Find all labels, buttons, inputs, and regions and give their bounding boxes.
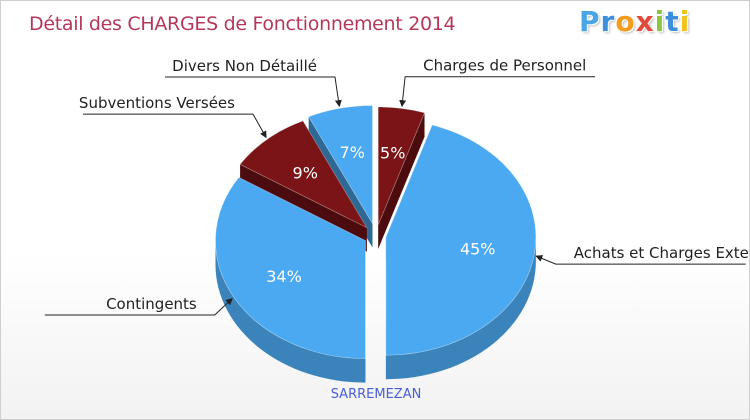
callout-line [399,76,596,108]
callout-label: Charges de Personnel [423,57,586,75]
percent-label: 7% [340,143,365,162]
callout-label: Subventions Versées [79,94,235,112]
callout-label: Contingents [106,295,197,313]
logo-letter: r [600,5,616,38]
pie-slice-3[interactable] [215,176,366,360]
chart-title: Détail des CHARGES de Fonctionnement 201… [29,13,456,35]
percent-label: 34% [266,267,302,286]
logo-letter: i [679,5,691,38]
commune-name: SARREMEZAN [330,387,422,402]
pie-slice-4[interactable] [239,120,368,229]
pie-slice-5[interactable] [308,105,373,225]
logo-letter: t [665,5,680,38]
callout-line [82,113,267,139]
callout-line [44,297,233,316]
percent-label: 9% [293,164,318,183]
logo-letter: o [615,5,636,38]
callout-line [164,76,342,108]
percent-label: 45% [460,240,496,259]
percent-labels: 5% 45% 34% 9% 7% [266,143,495,286]
logo-letter: x [635,5,655,38]
callout-label: Achats et Charges Externes [574,244,750,262]
proxiti-logo[interactable]: Proxiti [579,5,690,38]
callouts: Charges de Personnel Achats et Charges Ex… [44,57,750,316]
slice-wall [378,112,425,249]
pie-slice-1[interactable] [377,106,426,226]
callout-line [535,255,746,265]
pie-slice-2[interactable] [385,124,537,356]
logo-letter: i [654,5,666,38]
slice-tops [215,105,537,360]
callout-label: Divers Non Détaillé [172,57,317,75]
slice-side [215,240,366,383]
percent-label: 5% [380,144,405,163]
slice-side [385,237,536,380]
logo-letter: P [579,5,601,38]
